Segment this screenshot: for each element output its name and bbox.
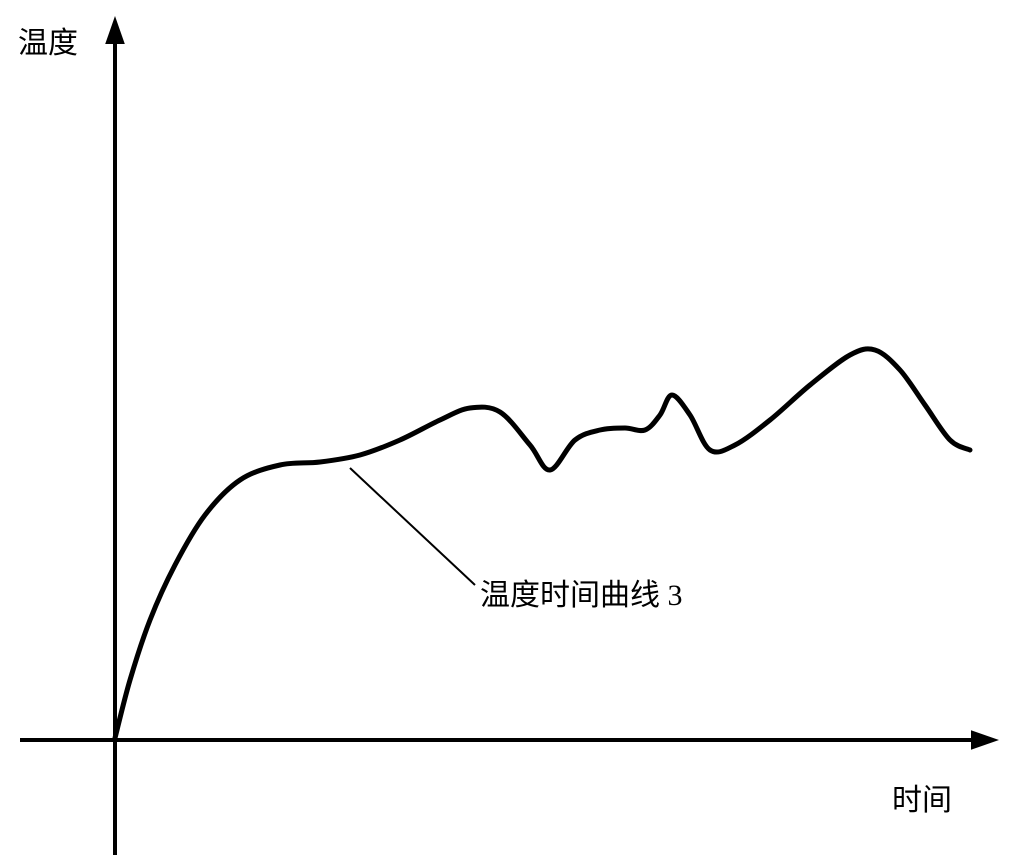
y-axis-label: 温度 [18,18,78,62]
chart-container: 温度 时间 温度时间曲线 3 [0,0,1021,859]
x-axis-label: 时间 [892,775,952,819]
annotation-label: 温度时间曲线 3 [480,570,683,614]
chart-svg [0,0,1021,859]
